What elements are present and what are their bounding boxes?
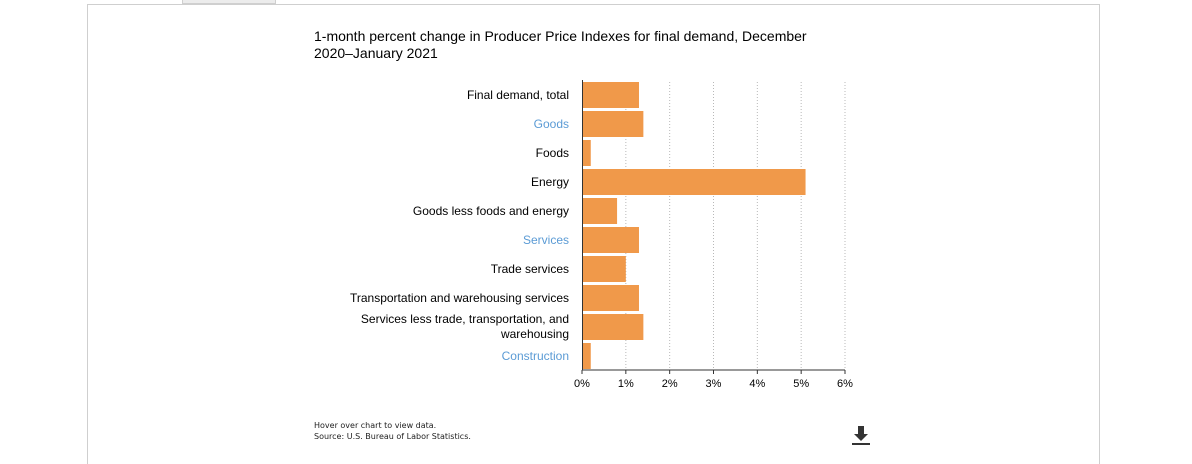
category-label: Energy — [531, 175, 569, 189]
bar[interactable] — [583, 343, 591, 369]
category-label: Final demand, total — [467, 88, 569, 102]
bar-chart[interactable]: Final demand, total Goods Foods Energy Goods… — [0, 0, 1192, 450]
x-tick-label: 4% — [749, 378, 765, 390]
category-label: Goods less foods and energy — [413, 204, 569, 218]
bar[interactable] — [583, 314, 644, 340]
bar[interactable] — [583, 111, 644, 137]
x-tick-label: 0% — [574, 378, 590, 390]
bar[interactable] — [583, 198, 618, 224]
category-label: Transportation and warehousing services — [350, 291, 569, 305]
tab-stub[interactable] — [182, 0, 276, 4]
hover-note: Hover over chart to view data. — [314, 421, 437, 430]
x-tick-label: 2% — [662, 378, 678, 390]
category-label[interactable]: Construction — [502, 349, 569, 363]
x-tick-label: 6% — [837, 378, 853, 390]
category-label: Trade services — [491, 262, 569, 276]
category-label[interactable]: Services — [523, 233, 569, 247]
category-label: Foods — [536, 146, 569, 160]
bar[interactable] — [583, 82, 639, 108]
category-label: Services less trade, transportation, and… — [361, 312, 569, 341]
x-tick-label: 3% — [706, 378, 722, 390]
bar[interactable] — [583, 256, 626, 282]
chart-title: 1-month percent change in Producer Price… — [314, 28, 807, 61]
bar[interactable] — [583, 140, 591, 166]
x-tick-label: 1% — [618, 378, 634, 390]
chart-notes: Hover over chart to view data. Source: U… — [314, 420, 471, 442]
category-label[interactable]: Goods — [534, 117, 569, 131]
x-tick-label: 5% — [793, 378, 809, 390]
bar[interactable] — [583, 227, 639, 253]
bar[interactable] — [583, 169, 806, 195]
download-icon[interactable] — [850, 424, 872, 446]
source-note: Source: U.S. Bureau of Labor Statistics. — [314, 432, 471, 441]
bar[interactable] — [583, 285, 639, 311]
